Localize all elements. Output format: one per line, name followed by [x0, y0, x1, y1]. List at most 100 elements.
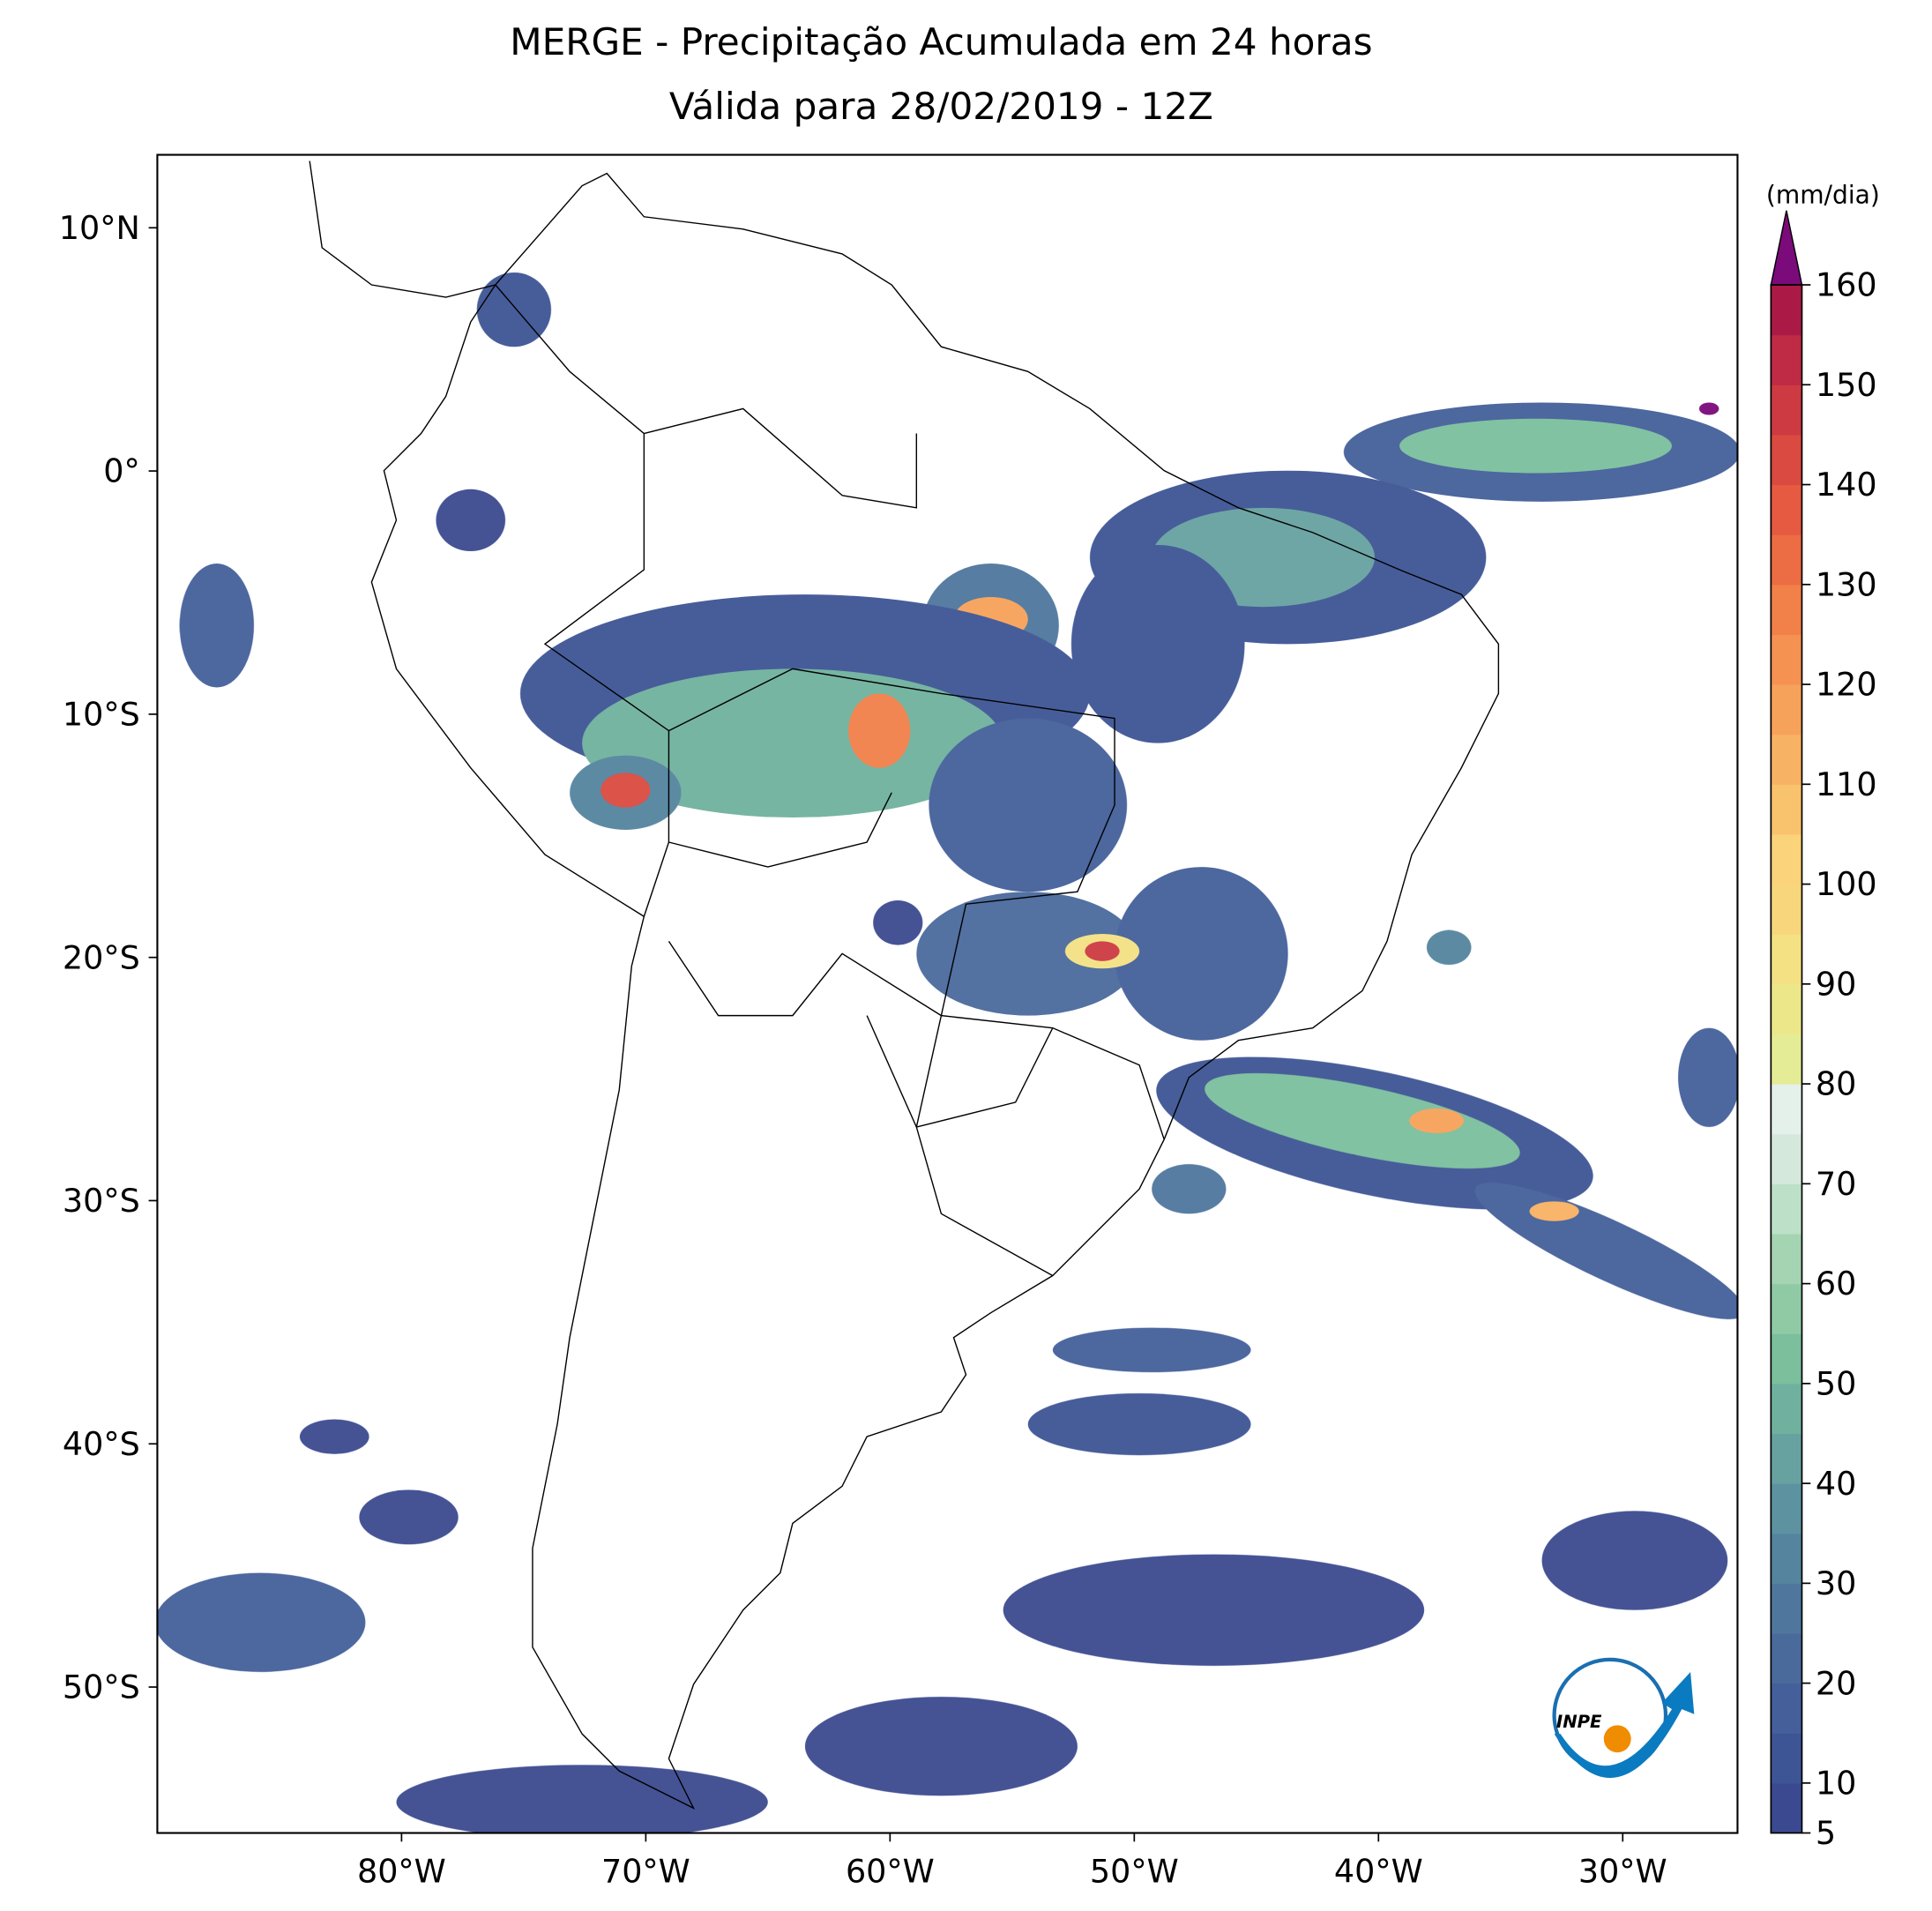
precip-area [1070, 544, 1245, 743]
subtitle: Válida para 28/02/2019 - 12Z [669, 85, 1213, 128]
precip-area [1152, 1164, 1227, 1214]
precip-area [600, 773, 651, 808]
colorbar-tick-label: 150 [1816, 366, 1877, 404]
colorbar-label: (mm/dia) [1766, 180, 1880, 209]
precip-area [1085, 941, 1120, 961]
precip-area [1399, 418, 1673, 474]
colorbar-extend [1770, 210, 1803, 286]
colorbar-bin [1771, 884, 1802, 935]
colorbar-bin [1771, 1233, 1802, 1285]
colorbar-bin [1771, 634, 1802, 685]
y-tick-label: 20°S [63, 938, 140, 976]
precip-area [848, 693, 911, 768]
colorbar-bin [1771, 1533, 1802, 1584]
precip-area [929, 718, 1128, 892]
logo-arrow [1554, 1671, 1695, 1779]
colorbar-bin [1771, 1683, 1802, 1734]
precip-area [1115, 867, 1288, 1041]
precip-area [1541, 1511, 1728, 1610]
colorbar-bin [1771, 285, 1802, 336]
colorbar-tick-label: 40 [1816, 1465, 1856, 1503]
colorbar-tick-label: 80 [1816, 1065, 1856, 1103]
logo-dot [1603, 1725, 1631, 1753]
precip-area [299, 1419, 369, 1454]
precip-area [436, 489, 506, 551]
x-tick-label: 60°W [846, 1853, 935, 1891]
precip-area [396, 1765, 768, 1833]
x-tick-label: 40°W [1334, 1853, 1423, 1891]
colorbar-bin [1771, 1583, 1802, 1634]
coastline [309, 160, 1500, 1810]
colorbar-tick-label: 5 [1816, 1814, 1836, 1852]
precip-area [1426, 929, 1472, 966]
colorbar-tick-label: 60 [1816, 1265, 1856, 1303]
colorbar-bin [1771, 934, 1802, 985]
x-tick-label: 30°W [1578, 1853, 1667, 1891]
colorbar-bin [1771, 584, 1802, 635]
precip-area [1027, 1392, 1251, 1456]
precip-area [476, 272, 552, 347]
colorbar-bin [1771, 1782, 1802, 1834]
y-tick-label: 10°N [59, 209, 140, 247]
colorbar-bin [1771, 734, 1802, 785]
colorbar-tick-label: 50 [1816, 1364, 1856, 1402]
colorbar-tick-label: 30 [1816, 1564, 1856, 1602]
colorbar-tick-label: 120 [1816, 666, 1877, 704]
precip-area [157, 1572, 366, 1672]
precip-area [1205, 1072, 1520, 1169]
y-tick-label: 0° [103, 452, 139, 490]
colorbar-bin [1771, 1433, 1802, 1484]
x-tick-label: 50°W [1090, 1853, 1179, 1891]
colorbar-bin [1771, 1084, 1802, 1135]
colorbar-tick-label: 70 [1816, 1165, 1856, 1203]
colorbar-tick-label: 10 [1816, 1765, 1856, 1803]
colorbar-tick-label: 140 [1816, 466, 1877, 504]
colorbar-tick-label: 100 [1816, 865, 1877, 903]
precip-area [1529, 1201, 1579, 1221]
colorbar-bin [1771, 334, 1802, 385]
precip-area [1698, 402, 1719, 415]
precip-area [179, 564, 254, 688]
precip-area [1409, 1108, 1465, 1134]
y-tick-label: 40°S [63, 1425, 140, 1463]
map-area [157, 160, 1738, 1833]
colorbar-bin [1771, 434, 1802, 486]
country-borders [495, 284, 1165, 1277]
colorbar-tick-label: 130 [1816, 565, 1877, 603]
colorbar-tick-label: 160 [1816, 266, 1877, 304]
precip-area [1003, 1554, 1425, 1666]
colorbar-bin [1771, 1483, 1802, 1534]
colorbar-bin [1771, 1283, 1802, 1334]
map-frame [156, 153, 1739, 1834]
y-tick-label: 50°S [63, 1668, 140, 1706]
logo: INPE [1552, 1657, 1695, 1779]
logo-text: INPE [1556, 1712, 1602, 1732]
precip-area [359, 1489, 459, 1545]
precip-area [916, 892, 1140, 1016]
colorbar-bin [1771, 484, 1802, 535]
colorbar-bin [1771, 1633, 1802, 1684]
colorbar-tick-label: 20 [1816, 1664, 1856, 1702]
colorbar-bin [1771, 684, 1802, 735]
colorbar-bin [1771, 1034, 1802, 1085]
precip-area [804, 1697, 1078, 1796]
precip-area [873, 900, 923, 945]
x-tick-label: 80°W [357, 1853, 446, 1891]
y-tick-label: 30°S [63, 1182, 140, 1220]
colorbar-bin [1771, 1383, 1802, 1435]
colorbar-tick-label: 90 [1816, 965, 1856, 1003]
colorbar-bin [1771, 1733, 1802, 1784]
colorbar-bin [1771, 534, 1802, 586]
colorbar-bin [1771, 833, 1802, 885]
x-tick-label: 70°W [601, 1853, 690, 1891]
colorbar-bin [1771, 1183, 1802, 1235]
colorbar-bin [1771, 384, 1802, 436]
y-tick-label: 10°S [63, 696, 140, 734]
colorbar-bin [1771, 784, 1802, 835]
precip-area [1052, 1327, 1251, 1373]
precipitation [157, 272, 1738, 1833]
title: MERGE - Precipitação Acumulada em 24 hor… [510, 20, 1372, 63]
precip-area [1474, 1182, 1738, 1319]
